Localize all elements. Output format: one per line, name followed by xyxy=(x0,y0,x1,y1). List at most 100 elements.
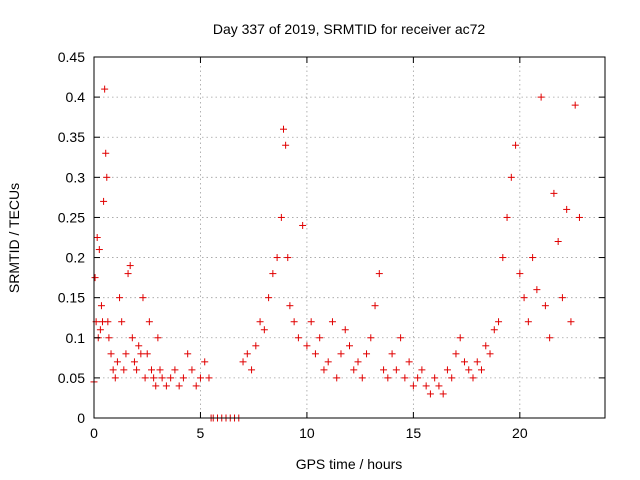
data-point xyxy=(303,342,311,350)
data-point xyxy=(367,334,375,342)
data-point xyxy=(175,382,183,390)
data-point xyxy=(499,254,507,262)
data-point xyxy=(363,350,371,358)
x-axis-ticks: 0 5 10 15 20 xyxy=(90,57,528,441)
data-point xyxy=(529,254,537,262)
y-axis-ticks: 0 0.05 0.1 0.15 0.2 0.25 0.3 0.35 0.4 0.45 xyxy=(58,49,605,426)
data-point xyxy=(571,101,579,109)
data-point xyxy=(328,318,336,326)
data-point xyxy=(137,350,145,358)
data-point xyxy=(111,374,119,382)
data-point xyxy=(154,334,162,342)
data-point xyxy=(316,334,324,342)
data-point xyxy=(101,85,109,93)
data-point xyxy=(469,374,477,382)
data-point xyxy=(418,366,426,374)
data-point xyxy=(93,234,101,241)
data-point xyxy=(320,366,328,374)
data-point xyxy=(358,374,366,382)
data-point xyxy=(346,342,353,350)
data-point xyxy=(179,374,187,382)
data-point xyxy=(130,358,138,366)
data-point xyxy=(147,366,155,374)
data-point xyxy=(269,270,277,278)
data-point xyxy=(141,374,149,382)
y-axis-label: SRMTID / TECUs xyxy=(6,183,22,293)
data-point xyxy=(431,374,439,382)
data-point xyxy=(286,302,294,310)
data-point xyxy=(105,334,113,342)
data-point xyxy=(563,205,571,213)
data-point xyxy=(537,93,545,101)
y-tick-label: 0.2 xyxy=(66,250,86,266)
data-point xyxy=(139,294,147,302)
data-point xyxy=(290,318,298,326)
data-point xyxy=(104,318,112,326)
data-point xyxy=(273,254,281,262)
data-point xyxy=(201,358,209,366)
data-point xyxy=(143,350,151,358)
data-point xyxy=(282,141,290,149)
data-point xyxy=(456,334,464,342)
data-point xyxy=(162,382,170,390)
x-tick-label: 5 xyxy=(197,425,205,441)
data-point xyxy=(337,350,345,358)
data-point xyxy=(103,173,111,181)
data-points xyxy=(90,85,583,422)
data-point xyxy=(426,390,434,398)
data-point xyxy=(490,326,498,334)
data-point xyxy=(102,149,110,157)
data-point xyxy=(96,326,104,334)
data-point xyxy=(567,318,575,326)
x-tick-label: 20 xyxy=(512,425,528,441)
data-point xyxy=(284,254,292,262)
data-point xyxy=(520,294,528,302)
data-point xyxy=(558,294,566,302)
data-point xyxy=(118,318,126,326)
data-point xyxy=(392,366,400,374)
data-point xyxy=(333,374,341,382)
y-tick-label: 0 xyxy=(77,410,85,426)
data-point xyxy=(150,374,158,382)
data-point xyxy=(196,374,204,382)
data-point xyxy=(575,213,583,221)
data-point xyxy=(97,302,105,310)
data-point xyxy=(409,382,417,390)
data-point xyxy=(443,366,451,374)
data-point xyxy=(546,334,554,342)
data-point xyxy=(380,366,388,374)
data-point xyxy=(554,238,562,246)
data-point xyxy=(100,197,108,205)
data-point xyxy=(435,382,443,390)
y-tick-label: 0.25 xyxy=(58,209,85,225)
data-point xyxy=(507,173,515,181)
data-point xyxy=(158,374,166,382)
data-point xyxy=(375,270,383,278)
data-point xyxy=(260,326,268,334)
data-point xyxy=(401,374,409,382)
data-point xyxy=(482,342,490,350)
data-point xyxy=(405,358,413,366)
data-point xyxy=(516,270,524,278)
y-tick-label: 0.3 xyxy=(66,169,86,185)
data-point xyxy=(294,334,302,342)
data-point xyxy=(167,374,175,382)
x-tick-label: 0 xyxy=(90,425,98,441)
data-point xyxy=(152,382,160,390)
chart-title: Day 337 of 2019, SRMTID for receiver ac7… xyxy=(213,21,486,37)
x-tick-label: 15 xyxy=(406,425,422,441)
data-point xyxy=(126,262,134,270)
data-point xyxy=(109,366,117,374)
data-point xyxy=(473,358,481,366)
data-point xyxy=(439,390,447,398)
data-point xyxy=(113,358,121,366)
data-point xyxy=(324,358,332,366)
data-point xyxy=(350,366,358,374)
data-point xyxy=(107,350,115,358)
data-point xyxy=(277,213,285,221)
data-point xyxy=(524,318,532,326)
data-point xyxy=(239,358,247,366)
data-point xyxy=(465,366,473,374)
data-point xyxy=(541,302,549,310)
data-point xyxy=(116,294,124,302)
